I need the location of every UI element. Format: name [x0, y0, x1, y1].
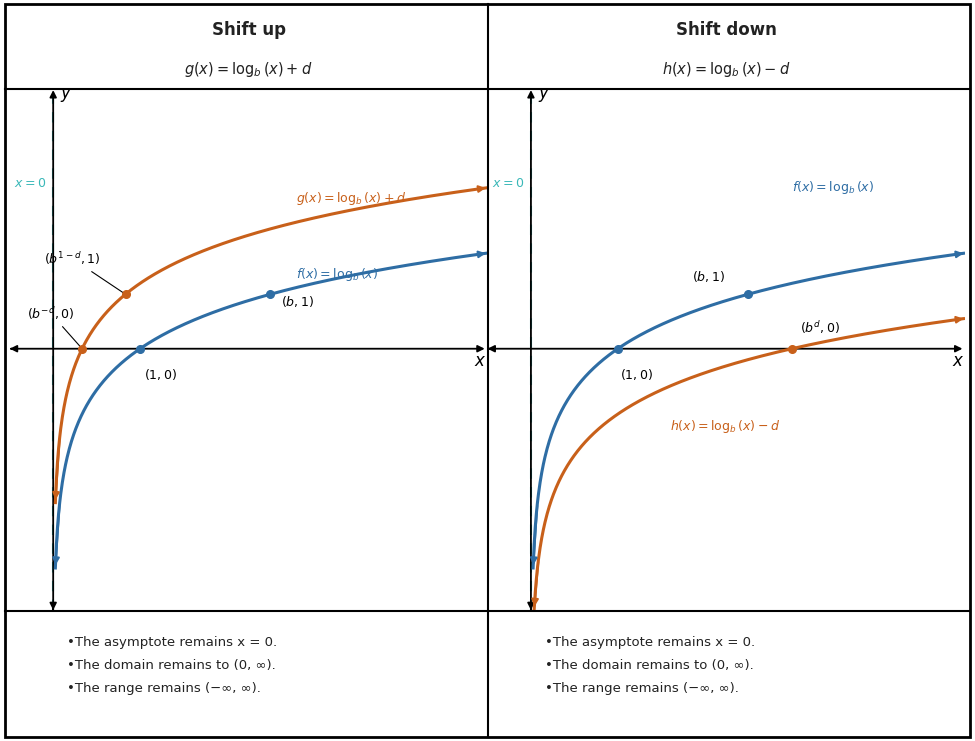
Text: $x$: $x$ [475, 352, 487, 370]
Text: Shift down: Shift down [676, 21, 777, 39]
Text: $(1, 0)$: $(1, 0)$ [619, 367, 652, 382]
Text: $h(x) = \log_b(x) - d$: $h(x) = \log_b(x) - d$ [670, 419, 780, 436]
Text: $g(x) = \log_b(x) + d$: $g(x) = \log_b(x) + d$ [184, 60, 313, 79]
Text: $h(x) = \log_b(x) - d$: $h(x) = \log_b(x) - d$ [662, 60, 791, 79]
Text: •The asymptote remains x = 0.
•The domain remains to (0, ∞).
•The range remains : •The asymptote remains x = 0. •The domai… [67, 637, 277, 695]
Text: $y$: $y$ [60, 86, 72, 104]
Text: $(b^{1-d}, 1)$: $(b^{1-d}, 1)$ [45, 250, 123, 293]
Text: $(b^d, 0)$: $(b^d, 0)$ [800, 319, 840, 336]
Text: $(b, 1)$: $(b, 1)$ [691, 269, 724, 284]
Text: $x = 0$: $x = 0$ [491, 176, 524, 190]
Text: $f(x) = \log_b(x)$: $f(x) = \log_b(x)$ [296, 266, 378, 283]
Text: •The asymptote remains x = 0.
•The domain remains to (0, ∞).
•The range remains : •The asymptote remains x = 0. •The domai… [545, 637, 755, 695]
Text: $y$: $y$ [538, 86, 550, 104]
Text: $x$: $x$ [953, 352, 964, 370]
Text: $(b^{-d}, 0)$: $(b^{-d}, 0)$ [27, 305, 80, 347]
Text: Shift up: Shift up [212, 21, 286, 39]
Text: $f(x) = \log_b(x)$: $f(x) = \log_b(x)$ [792, 179, 874, 196]
Text: $(1, 0)$: $(1, 0)$ [144, 367, 177, 382]
Text: $x = 0$: $x = 0$ [14, 176, 46, 190]
Text: $g(x) = \log_b(x) + d$: $g(x) = \log_b(x) + d$ [296, 190, 407, 207]
Text: $(b, 1)$: $(b, 1)$ [281, 294, 314, 309]
